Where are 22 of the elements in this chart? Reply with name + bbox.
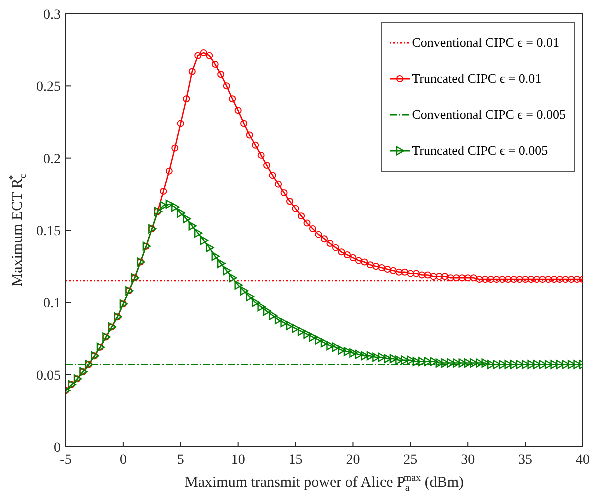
x-tick-label: 0 [120, 452, 127, 468]
x-tick-label: 30 [461, 452, 476, 468]
y-tick-label: 0 [54, 440, 61, 456]
legend-label: Conventional CIPC ϵ = 0.01 [412, 35, 560, 51]
y-tick-label: 0.25 [36, 80, 61, 96]
x-tick-label: 20 [346, 452, 360, 468]
y-tick-label: 0.15 [36, 224, 61, 240]
x-axis-title: Maximum transmit power of Alice P$_{a}$$^{max}$ (dBm) [185, 473, 464, 494]
legend-label: Truncated CIPC ϵ = 0.01 [412, 71, 542, 87]
x-tick-label: 5 [177, 452, 184, 468]
legend-label: Conventional CIPC ϵ = 0.005 [412, 107, 566, 123]
x-tick-label: -5 [60, 452, 72, 468]
x-tick-label: 15 [288, 452, 303, 468]
x-tick-label: 40 [576, 452, 590, 468]
x-tick-label: 25 [404, 452, 418, 468]
x-tick-label: 10 [231, 452, 246, 468]
y-tick-label: 0.2 [44, 152, 61, 168]
y-tick-label: 0.1 [44, 296, 61, 312]
y-tick-label: 0.3 [44, 8, 61, 23]
legend-label: Truncated CIPC ϵ = 0.005 [412, 143, 548, 159]
x-tick-label: 35 [518, 452, 533, 468]
y-tick-label: 0.05 [36, 368, 61, 384]
